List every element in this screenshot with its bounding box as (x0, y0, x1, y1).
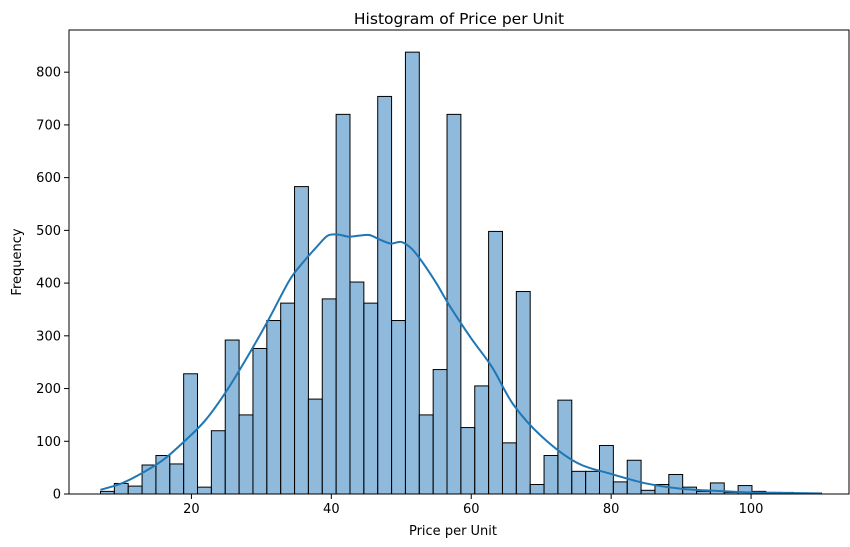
kde-curve (100, 233, 822, 495)
histogram-bar (709, 482, 725, 495)
histogram-bar (501, 442, 517, 495)
y-tick-label: 800 (36, 66, 61, 81)
x-tick-label: 100 (739, 502, 764, 517)
histogram-bar (668, 473, 684, 495)
histogram-bar (321, 298, 337, 495)
y-tick-label: 500 (36, 224, 61, 239)
histogram-bar (391, 320, 406, 495)
y-tick-label: 200 (36, 382, 61, 397)
chart-title: Histogram of Price per Unit (354, 10, 564, 28)
histogram-bar (238, 414, 254, 495)
histogram-bar (127, 485, 143, 495)
y-tick-label: 700 (36, 118, 61, 133)
x-axis-ticks: 20 40 60 80 100 (183, 494, 763, 517)
y-tick-label: 300 (36, 329, 61, 344)
x-tick-label: 40 (323, 502, 340, 517)
histogram-bar (252, 347, 268, 495)
y-axis-title: Frequency (10, 228, 25, 295)
x-tick-label: 60 (463, 502, 480, 517)
histogram-bar (349, 281, 365, 495)
histogram-bar (266, 320, 282, 495)
histogram-bar (377, 95, 393, 495)
x-axis-title: Price per Unit (409, 524, 497, 539)
histogram-bar (612, 481, 628, 495)
histogram-bar (280, 302, 296, 495)
y-tick-label: 600 (36, 171, 61, 186)
histogram-bar (460, 427, 476, 495)
histogram-bar (432, 369, 448, 495)
plot-frame (68, 29, 850, 495)
histogram-bar (543, 455, 559, 495)
histogram-bar (515, 291, 531, 495)
histogram-bar (585, 470, 600, 495)
y-tick-label: 400 (36, 277, 61, 292)
x-tick-label: 20 (183, 502, 200, 517)
histogram-bars (99, 51, 822, 495)
histogram-bar (294, 186, 309, 495)
histogram-bar (626, 459, 642, 495)
histogram-bar (224, 339, 240, 495)
histogram-bar (640, 489, 656, 495)
histogram-bar (557, 399, 573, 495)
histogram-bar (418, 414, 434, 495)
histogram-bar (210, 430, 226, 495)
y-tick-label: 100 (36, 435, 61, 450)
histogram-bar (335, 113, 351, 495)
y-axis-ticks: 0 100 200 300 400 500 600 700 800 (36, 66, 69, 503)
x-tick-label: 80 (603, 502, 620, 517)
histogram-bar (404, 51, 420, 495)
y-tick-label: 0 (53, 488, 61, 503)
histogram-bar (598, 444, 614, 495)
histogram-bar (183, 373, 199, 495)
histogram-bar (571, 470, 587, 495)
histogram-bar (488, 230, 503, 495)
histogram-bar (197, 486, 212, 495)
histogram-bar (169, 463, 185, 495)
histogram-bar (474, 385, 490, 495)
histogram-bar (363, 302, 379, 495)
histogram-bar (307, 398, 323, 495)
histogram-bar (529, 484, 545, 495)
